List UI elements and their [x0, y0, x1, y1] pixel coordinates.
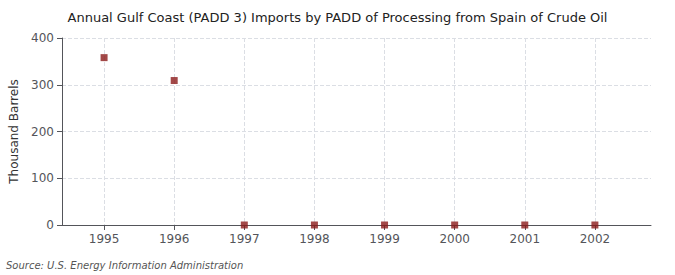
svg-text:1995: 1995	[89, 232, 120, 246]
svg-text:0: 0	[46, 218, 54, 232]
svg-text:1998: 1998	[299, 232, 330, 246]
svg-text:Source: U.S. Energy Informatio: Source: U.S. Energy Information Administ…	[6, 260, 243, 271]
svg-text:Thousand Barrels: Thousand Barrels	[7, 79, 21, 184]
svg-text:2002: 2002	[580, 232, 611, 246]
svg-text:200: 200	[31, 125, 54, 139]
svg-text:1996: 1996	[159, 232, 190, 246]
svg-text:300: 300	[31, 78, 54, 92]
svg-text:1997: 1997	[229, 232, 260, 246]
svg-text:2000: 2000	[439, 232, 470, 246]
svg-text:2001: 2001	[510, 232, 541, 246]
svg-text:400: 400	[31, 31, 54, 45]
svg-text:Annual Gulf Coast (PADD 3) Imp: Annual Gulf Coast (PADD 3) Imports by PA…	[68, 10, 608, 25]
svg-text:1999: 1999	[369, 232, 400, 246]
svg-text:100: 100	[31, 171, 54, 185]
